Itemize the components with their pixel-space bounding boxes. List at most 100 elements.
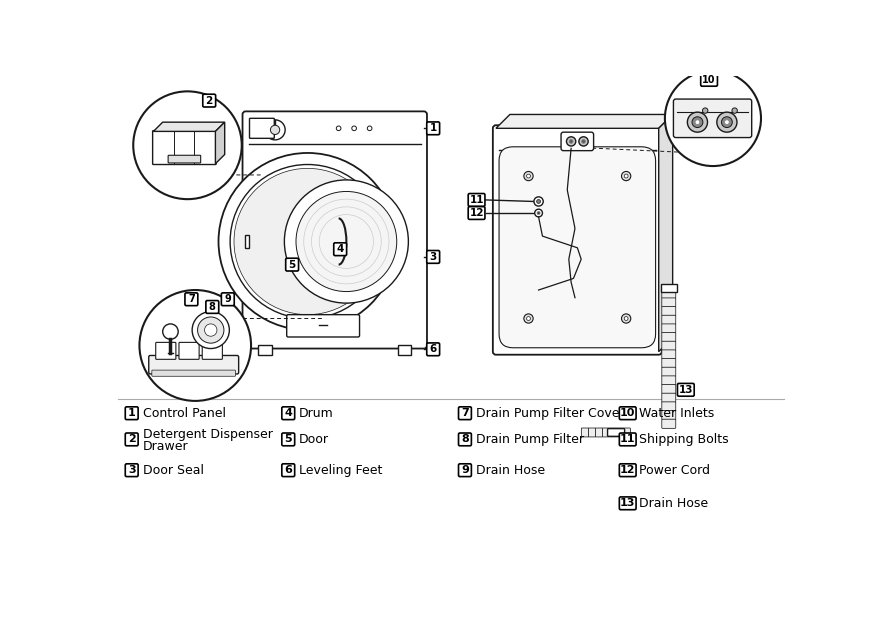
FancyBboxPatch shape [125, 407, 138, 420]
FancyBboxPatch shape [662, 376, 676, 385]
Circle shape [534, 197, 543, 206]
Circle shape [579, 137, 588, 146]
FancyBboxPatch shape [282, 464, 295, 477]
FancyBboxPatch shape [250, 118, 275, 139]
FancyBboxPatch shape [458, 407, 472, 420]
Text: 8: 8 [461, 434, 469, 444]
FancyBboxPatch shape [222, 293, 234, 306]
Text: Drain Hose: Drain Hose [639, 497, 708, 510]
FancyBboxPatch shape [202, 342, 223, 360]
Circle shape [367, 126, 372, 130]
Circle shape [218, 153, 397, 330]
Circle shape [537, 199, 540, 203]
Circle shape [695, 120, 700, 125]
Circle shape [270, 125, 280, 134]
FancyBboxPatch shape [206, 301, 219, 313]
Text: Drawer: Drawer [143, 440, 188, 453]
Text: Shipping Bolts: Shipping Bolts [639, 433, 728, 446]
Circle shape [526, 174, 531, 178]
FancyBboxPatch shape [468, 194, 485, 206]
Circle shape [352, 126, 356, 130]
Text: 10: 10 [702, 75, 715, 85]
FancyBboxPatch shape [662, 324, 676, 333]
Circle shape [231, 165, 385, 318]
FancyBboxPatch shape [673, 99, 752, 137]
Text: 6: 6 [284, 465, 292, 475]
FancyBboxPatch shape [589, 428, 596, 437]
Circle shape [336, 126, 341, 130]
Text: 2: 2 [206, 96, 213, 106]
Text: 2: 2 [128, 434, 136, 444]
FancyBboxPatch shape [662, 341, 676, 351]
Text: Door: Door [299, 433, 329, 446]
FancyBboxPatch shape [616, 428, 623, 437]
Circle shape [702, 108, 708, 113]
Text: 6: 6 [429, 344, 436, 354]
Bar [398, 346, 412, 354]
Circle shape [621, 314, 631, 323]
FancyBboxPatch shape [287, 315, 360, 337]
Circle shape [582, 139, 585, 143]
Text: 4: 4 [336, 244, 344, 254]
Circle shape [296, 191, 397, 292]
Circle shape [732, 108, 737, 113]
Circle shape [692, 116, 703, 128]
FancyBboxPatch shape [623, 428, 630, 437]
FancyBboxPatch shape [620, 497, 636, 510]
FancyBboxPatch shape [561, 132, 594, 151]
Polygon shape [659, 115, 672, 351]
FancyBboxPatch shape [662, 289, 676, 298]
FancyBboxPatch shape [595, 428, 603, 437]
Text: Drain Hose: Drain Hose [476, 464, 545, 477]
FancyBboxPatch shape [662, 332, 676, 342]
FancyBboxPatch shape [620, 407, 636, 420]
FancyBboxPatch shape [662, 298, 676, 307]
Text: 13: 13 [678, 385, 693, 395]
FancyBboxPatch shape [152, 130, 216, 165]
Circle shape [524, 314, 533, 323]
Circle shape [234, 168, 381, 315]
FancyBboxPatch shape [334, 243, 347, 256]
Circle shape [722, 116, 732, 128]
FancyBboxPatch shape [700, 73, 717, 86]
FancyBboxPatch shape [662, 384, 676, 394]
Circle shape [535, 209, 542, 217]
FancyBboxPatch shape [427, 122, 440, 135]
Text: Drain Pump Filter Cover: Drain Pump Filter Cover [476, 407, 625, 420]
FancyBboxPatch shape [202, 94, 216, 107]
FancyBboxPatch shape [156, 342, 176, 360]
FancyBboxPatch shape [662, 315, 676, 324]
FancyBboxPatch shape [662, 306, 676, 316]
FancyBboxPatch shape [282, 407, 295, 420]
Text: Drain Pump Filter: Drain Pump Filter [476, 433, 583, 446]
FancyBboxPatch shape [662, 402, 676, 411]
FancyBboxPatch shape [662, 350, 676, 359]
FancyBboxPatch shape [607, 429, 625, 436]
Text: 13: 13 [620, 498, 635, 508]
FancyBboxPatch shape [427, 251, 440, 263]
FancyBboxPatch shape [662, 358, 676, 368]
Circle shape [265, 120, 285, 140]
FancyBboxPatch shape [662, 411, 676, 420]
Bar [661, 284, 677, 292]
Text: 1: 1 [429, 123, 436, 134]
Circle shape [567, 137, 576, 146]
FancyBboxPatch shape [499, 147, 656, 348]
Text: 4: 4 [284, 408, 292, 418]
Text: 9: 9 [224, 294, 231, 304]
Text: Detergent Dispenser: Detergent Dispenser [143, 427, 273, 441]
FancyBboxPatch shape [185, 293, 198, 306]
Circle shape [524, 172, 533, 180]
FancyBboxPatch shape [125, 433, 138, 446]
Text: 8: 8 [209, 302, 216, 312]
Circle shape [724, 120, 730, 125]
Text: 5: 5 [284, 434, 292, 444]
FancyBboxPatch shape [662, 367, 676, 377]
Circle shape [133, 91, 242, 199]
Circle shape [624, 316, 628, 320]
Text: 7: 7 [188, 294, 194, 304]
FancyBboxPatch shape [286, 258, 298, 271]
Text: 11: 11 [469, 195, 484, 205]
FancyBboxPatch shape [282, 433, 295, 446]
FancyBboxPatch shape [609, 428, 616, 437]
